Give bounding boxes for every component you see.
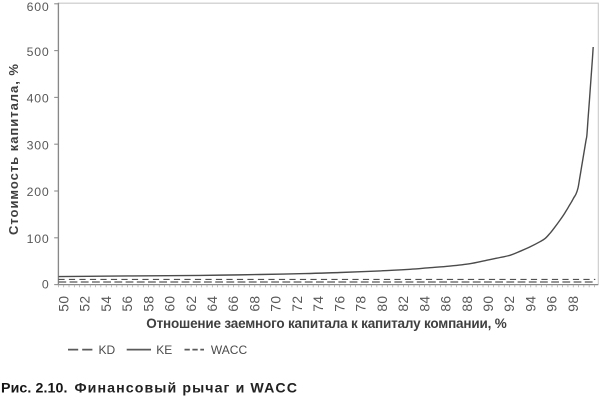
svg-text:64: 64 bbox=[205, 296, 220, 312]
svg-text:56: 56 bbox=[120, 296, 135, 312]
svg-text:70: 70 bbox=[269, 296, 284, 312]
svg-text:92: 92 bbox=[502, 296, 517, 312]
svg-text:72: 72 bbox=[290, 296, 305, 312]
svg-text:58: 58 bbox=[141, 296, 156, 312]
svg-text:400: 400 bbox=[27, 92, 50, 106]
svg-text:54: 54 bbox=[99, 296, 114, 312]
svg-text:90: 90 bbox=[481, 296, 496, 312]
svg-text:80: 80 bbox=[375, 296, 390, 312]
svg-text:100: 100 bbox=[27, 232, 50, 246]
svg-text:50: 50 bbox=[56, 296, 71, 312]
svg-text:200: 200 bbox=[27, 185, 50, 199]
svg-text:600: 600 bbox=[27, 0, 50, 14]
svg-text:WACC: WACC bbox=[211, 343, 248, 357]
svg-text:86: 86 bbox=[439, 296, 454, 312]
svg-text:Финансовый рычаг и WACC: Финансовый рычаг и WACC bbox=[75, 380, 298, 396]
svg-text:98: 98 bbox=[566, 296, 581, 312]
svg-text:82: 82 bbox=[396, 296, 411, 312]
svg-text:88: 88 bbox=[460, 296, 475, 312]
svg-text:62: 62 bbox=[184, 296, 199, 312]
svg-text:KE: KE bbox=[156, 343, 172, 357]
svg-text:74: 74 bbox=[311, 296, 326, 312]
svg-text:0: 0 bbox=[42, 277, 50, 291]
svg-text:68: 68 bbox=[248, 296, 263, 312]
svg-text:Стоимость капитала, %: Стоимость капитала, % bbox=[6, 64, 21, 235]
svg-text:52: 52 bbox=[78, 296, 93, 312]
svg-text:Рис. 2.10.: Рис. 2.10. bbox=[1, 380, 68, 396]
svg-text:500: 500 bbox=[27, 45, 50, 59]
svg-text:KD: KD bbox=[99, 343, 116, 357]
svg-text:66: 66 bbox=[226, 296, 241, 312]
svg-text:300: 300 bbox=[27, 138, 50, 152]
svg-text:94: 94 bbox=[524, 296, 539, 312]
svg-text:76: 76 bbox=[332, 296, 347, 312]
svg-text:84: 84 bbox=[417, 296, 432, 312]
svg-text:78: 78 bbox=[354, 296, 369, 312]
svg-text:96: 96 bbox=[545, 296, 560, 312]
svg-text:60: 60 bbox=[163, 296, 178, 312]
svg-text:Отношение заемного капитала к: Отношение заемного капитала к капиталу к… bbox=[146, 316, 507, 331]
